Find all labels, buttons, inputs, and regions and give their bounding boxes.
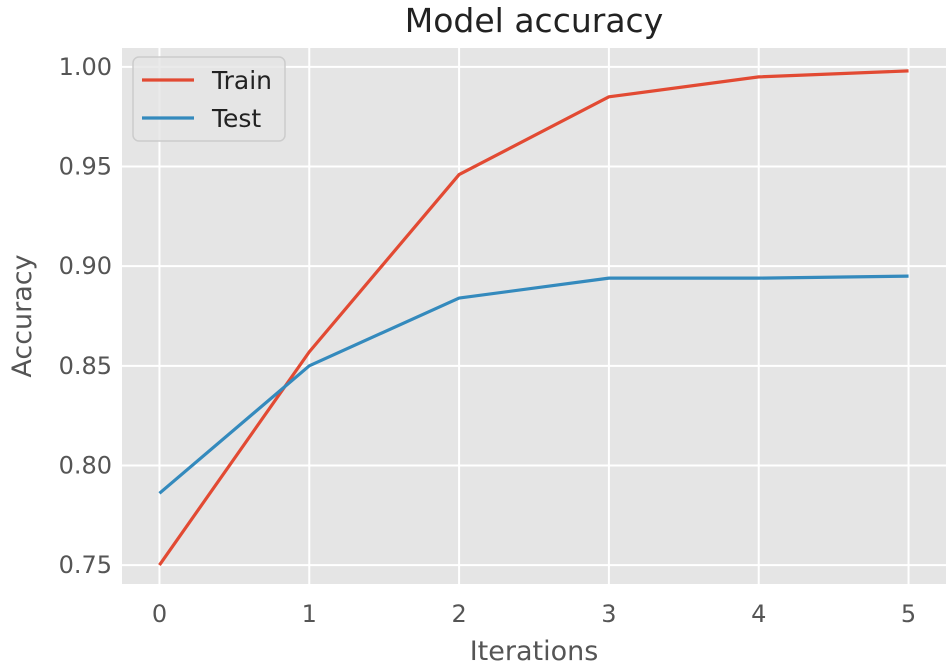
x-tick-label: 2 <box>451 600 466 628</box>
legend-label-train: Train <box>211 66 272 95</box>
y-tick-label: 0.90 <box>59 252 112 280</box>
x-tick-label: 1 <box>302 600 317 628</box>
x-axis-label: Iterations <box>470 636 599 667</box>
y-tick-label: 1.00 <box>59 53 112 81</box>
y-tick-label: 0.80 <box>59 451 112 479</box>
x-tick-label: 3 <box>601 600 616 628</box>
y-tick-label: 0.95 <box>59 153 112 181</box>
series-lines <box>158 69 909 566</box>
y-axis-label: Accuracy <box>7 254 38 377</box>
legend-label-test: Test <box>211 104 261 133</box>
legend-box <box>132 56 286 142</box>
x-tick-label: 4 <box>751 600 766 628</box>
x-tick-labels: 0 1 2 3 4 5 <box>152 600 916 628</box>
legend: Train Test <box>132 56 286 142</box>
grid-lines <box>122 48 946 584</box>
y-tick-labels: 0.75 0.80 0.85 0.90 0.95 1.00 <box>59 53 112 579</box>
y-tick-label: 0.85 <box>59 352 112 380</box>
y-tick-label: 0.75 <box>59 551 112 579</box>
x-tick-label: 0 <box>152 600 167 628</box>
chart-title: Model accuracy <box>405 1 663 40</box>
series-line-test <box>158 274 909 495</box>
x-tick-label: 5 <box>901 600 916 628</box>
